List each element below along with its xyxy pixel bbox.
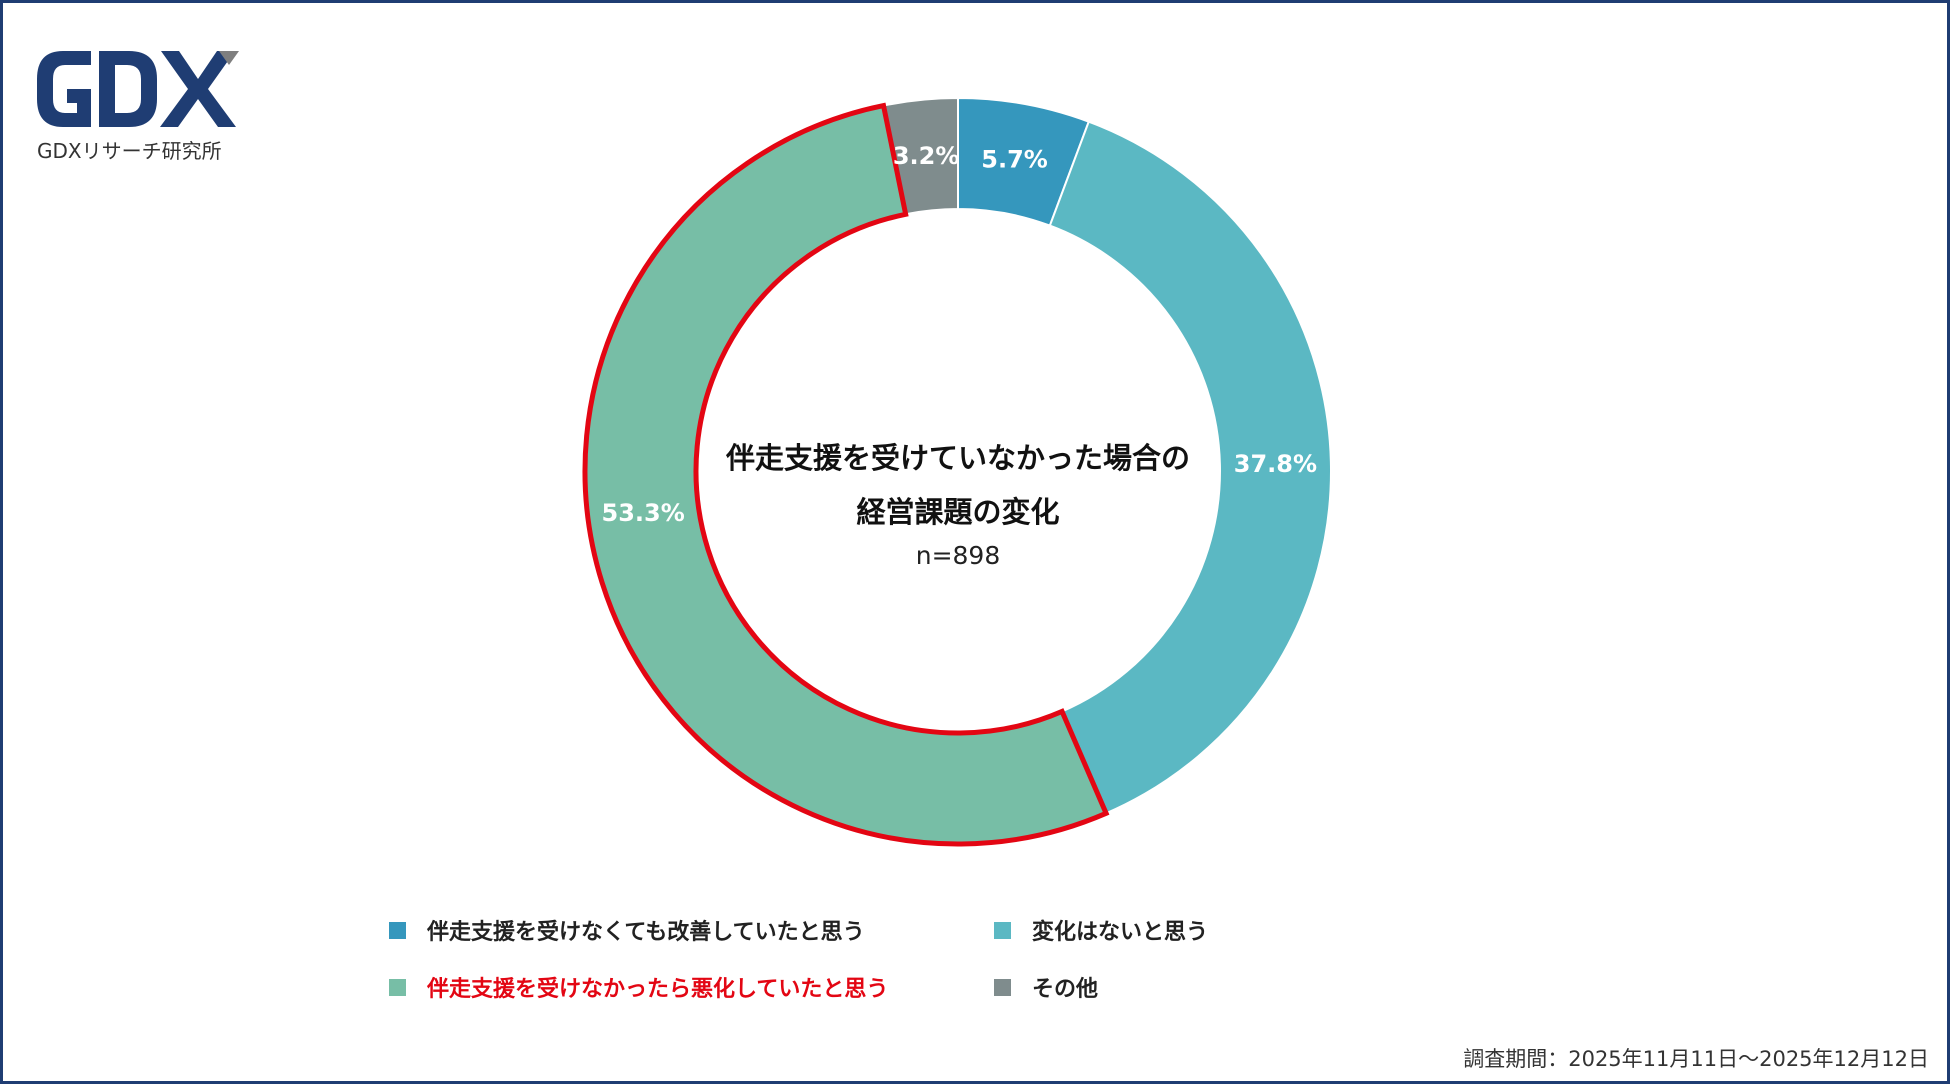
legend-label: その他 xyxy=(1032,977,1099,1002)
chart-title-line-2: 経営課題の変化 xyxy=(856,495,1060,529)
highlight-outline xyxy=(582,102,1110,847)
slice-value-label: 5.7% xyxy=(981,146,1048,174)
legend-label: 伴走支援を受けなかったら悪化していたと思う xyxy=(427,977,889,1002)
survey-period: 調査期間：2025年11月11日～2025年12月12日 xyxy=(1463,1047,1929,1071)
gdx-logo xyxy=(33,43,253,163)
slice-value-label: 37.8% xyxy=(1234,450,1317,478)
sample-size: n=898 xyxy=(915,541,1001,570)
legend-item-no-change: 変化はないと思う xyxy=(994,915,1208,945)
logo-caption: GDXリサーチ研究所 xyxy=(37,139,222,163)
gdx-logo-icon xyxy=(37,51,239,127)
legend-swatch xyxy=(994,921,1011,939)
legend-item-improved: 伴走支援を受けなくても改善していたと思う xyxy=(389,915,865,945)
legend-swatch xyxy=(994,978,1011,996)
donut-chart: 5.7% 37.8% 53.3% 3.2% xyxy=(582,96,1332,847)
legend-swatch xyxy=(389,921,406,939)
legend-label: 変化はないと思う xyxy=(1032,920,1209,945)
donut-slice xyxy=(1048,120,1332,815)
legend-item-other: その他 xyxy=(994,972,1098,1002)
legend-label: 伴走支援を受けなくても改善していたと思う xyxy=(427,920,865,945)
slice-value-label: 3.2% xyxy=(893,142,960,170)
chart-center: 伴走支援を受けていなかった場合の 経営課題の変化 n=898 xyxy=(658,3,1258,1081)
legend-item-worsened: 伴走支援を受けなかったら悪化していたと思う xyxy=(389,972,888,1002)
legend-swatch xyxy=(389,978,406,996)
slice-value-label: 53.3% xyxy=(602,499,685,527)
chart-title-line-1: 伴走支援を受けていなかった場合の xyxy=(725,441,1190,475)
